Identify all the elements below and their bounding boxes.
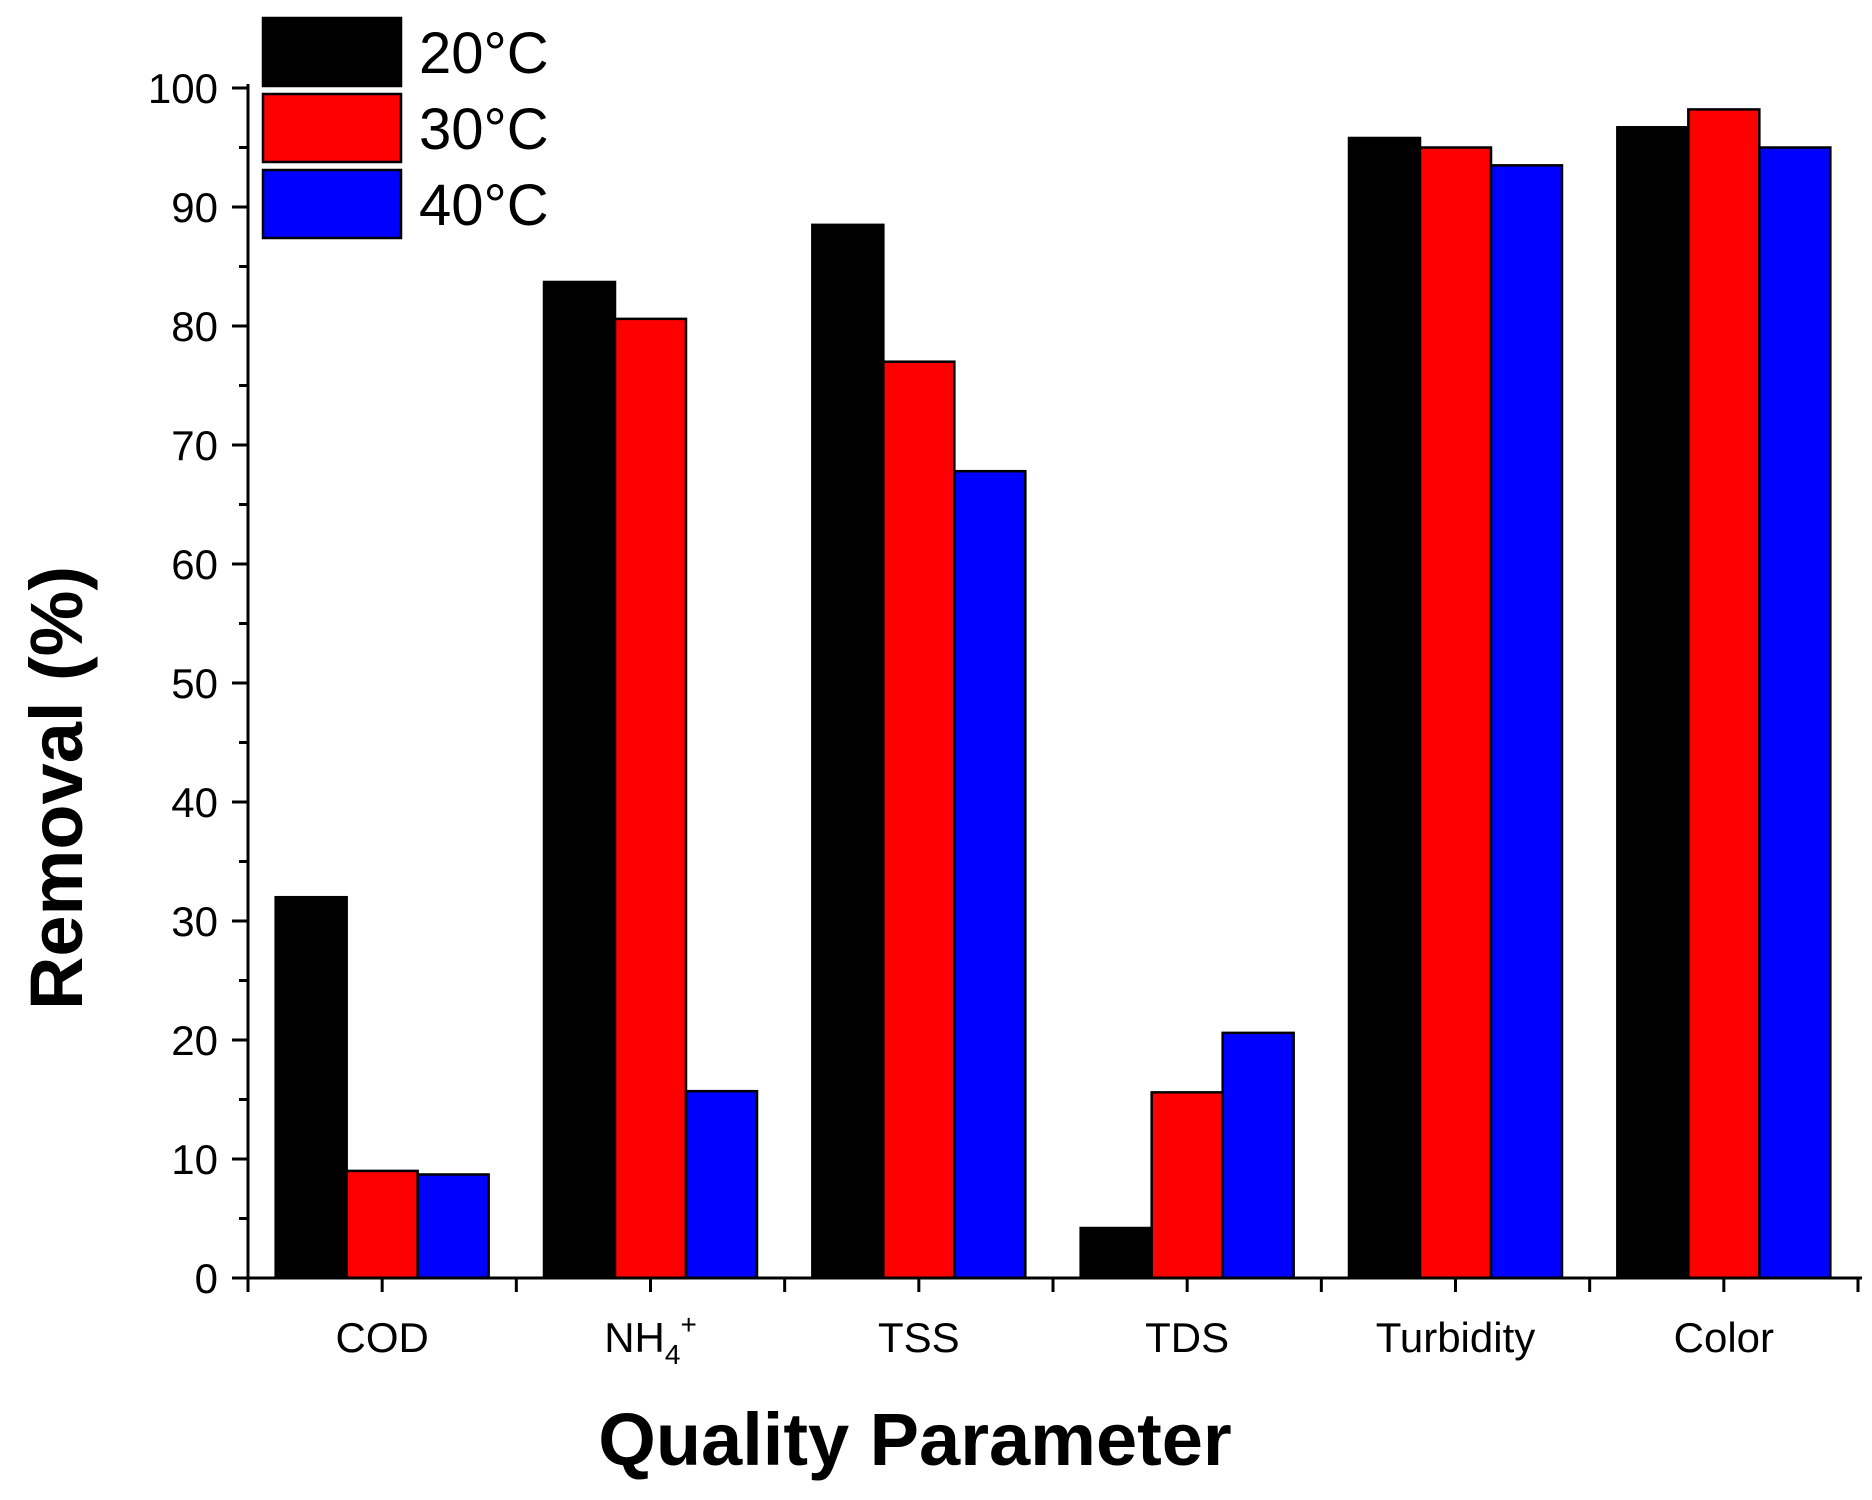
y-tick-label: 100: [148, 65, 218, 112]
legend-swatch-40C: [261, 168, 403, 240]
bar-20C-3: [1079, 1226, 1153, 1280]
legend-label: 30°C: [419, 97, 549, 162]
y-tick-label: 50: [171, 660, 218, 707]
y-tick-label: 60: [171, 541, 218, 588]
bar-20C-0: [274, 895, 348, 1280]
y-tick-label: 20: [171, 1017, 218, 1064]
bar-40C-0: [416, 1173, 490, 1280]
bar-40C-4: [1489, 164, 1564, 1280]
x-tick-label: NH4+: [604, 1309, 697, 1370]
y-tick-label: 90: [171, 184, 218, 231]
bar-40C-1: [684, 1089, 759, 1280]
bar-30C-4: [1418, 146, 1493, 1280]
bar-30C-1: [613, 317, 688, 1280]
bar-30C-5: [1687, 108, 1761, 1280]
bars-group: [274, 108, 1832, 1280]
y-tick-label: 30: [171, 898, 218, 945]
x-tick-label: Color: [1674, 1314, 1774, 1361]
legend-label: 40°C: [419, 173, 549, 238]
y-tick-label: 0: [195, 1255, 218, 1302]
bar-20C-2: [811, 223, 885, 1280]
axes-group: 0 10 20 30 40 50 60 70 80 90 100 COD NH4+ TSS TDS Turbi…: [148, 65, 1862, 1370]
x-axis-title: Quality Parameter: [598, 1398, 1231, 1481]
y-tick-label: 80: [171, 303, 218, 350]
bar-40C-3: [1221, 1031, 1295, 1280]
y-tick-label: 40: [171, 779, 218, 826]
x-tick-label: TDS: [1145, 1314, 1229, 1361]
bar-30C-0: [345, 1169, 419, 1280]
bar-30C-3: [1150, 1091, 1224, 1280]
bar-30C-2: [882, 360, 956, 1280]
legend-swatch-20C: [261, 16, 403, 88]
bar-20C-1: [542, 280, 617, 1280]
legend-label: 20°C: [419, 21, 549, 86]
x-tick-label: COD: [335, 1314, 428, 1361]
bar-40C-2: [953, 469, 1027, 1280]
legend-swatch-30C: [261, 92, 403, 164]
x-tick-label: TSS: [878, 1314, 960, 1361]
bar-40C-5: [1758, 146, 1832, 1280]
y-axis-title: Removal (%): [15, 566, 98, 1010]
x-tick-label: Turbidity: [1376, 1314, 1536, 1361]
legend: 20°C 30°C 40°C: [261, 16, 549, 240]
bar-20C-4: [1347, 136, 1422, 1280]
y-tick-label: 70: [171, 422, 218, 469]
y-tick-label: 10: [171, 1136, 218, 1183]
bar-20C-5: [1616, 126, 1690, 1280]
